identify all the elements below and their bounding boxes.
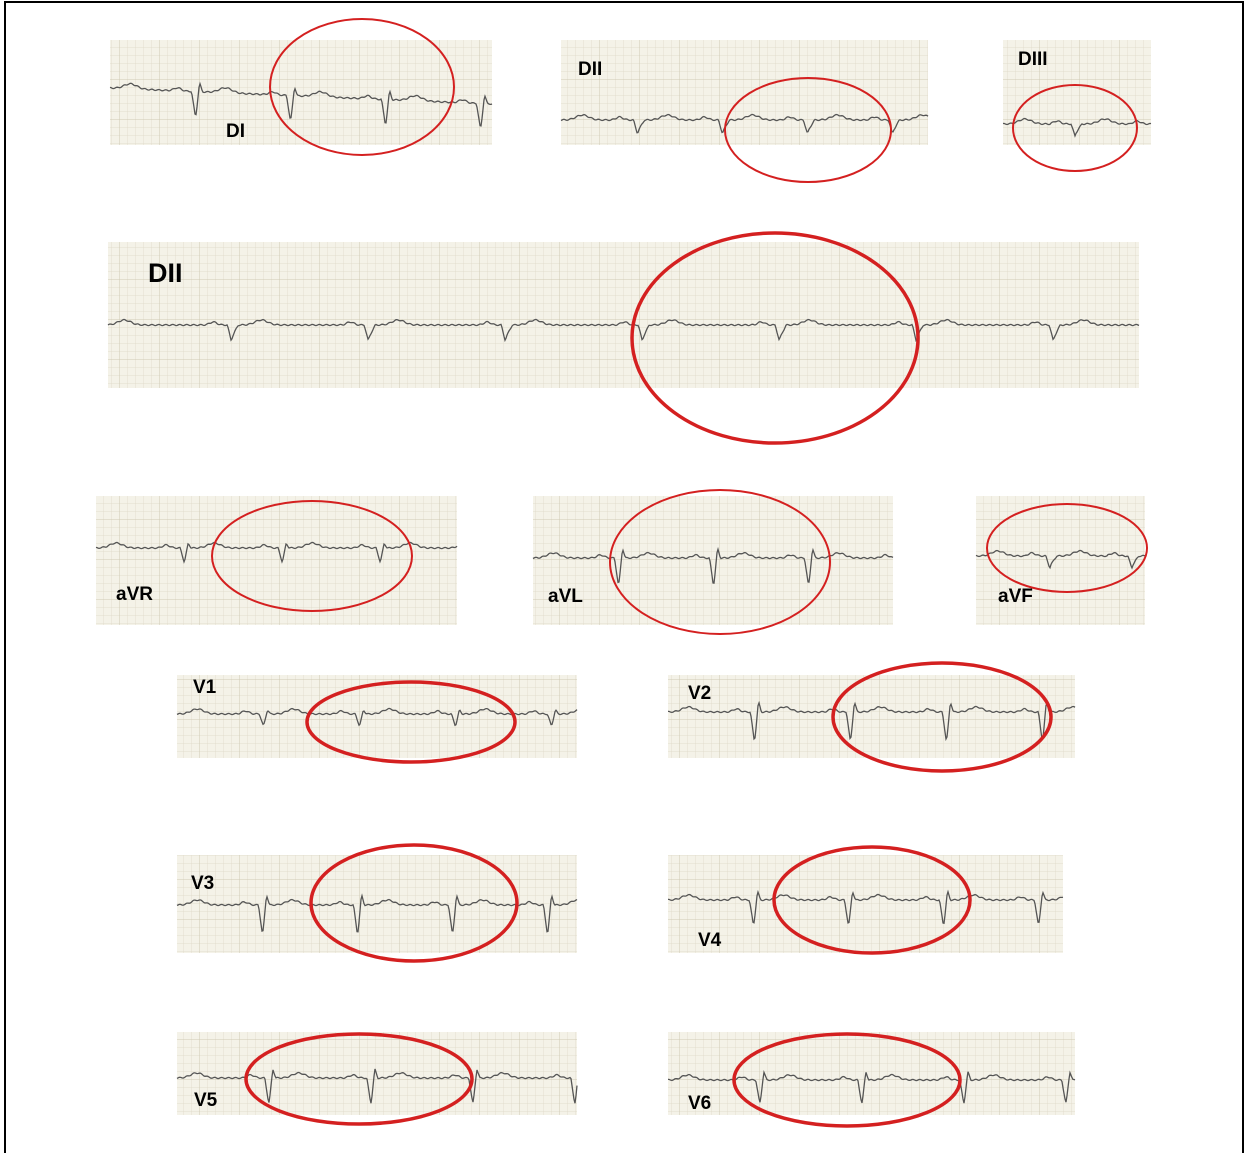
lead-label: V5: [194, 1090, 218, 1111]
lead-label: V4: [698, 930, 722, 951]
lead-label: aVL: [548, 586, 583, 607]
ecg-strip: [533, 496, 893, 625]
ecg-figure: DI DII DIII DII aVR aVL aVF V1 V2 V3 V4 V5 V6: [0, 0, 1246, 1153]
lead-label: V6: [688, 1093, 711, 1114]
lead-label: DI: [226, 121, 245, 142]
lead-label: V2: [688, 683, 711, 704]
ecg-strip: [108, 242, 1139, 388]
ecg-strip: [668, 1032, 1075, 1115]
ecg-strip: [96, 496, 457, 625]
lead-label: DII: [148, 258, 183, 288]
ecg-strip: [177, 675, 577, 758]
lead-label: V3: [191, 873, 214, 894]
ecg-strip: [561, 40, 928, 145]
lead-label: aVF: [998, 586, 1033, 607]
lead-label: DII: [578, 59, 602, 80]
page: DIDIIDIIIDIIaVRaVLaVFV1V2V3V4V5V6 (() =>…: [0, 0, 1246, 1153]
ecg-strip: [668, 855, 1063, 953]
lead-label: DIII: [1018, 49, 1048, 70]
lead-label: aVR: [116, 584, 153, 605]
lead-label: V1: [193, 677, 217, 698]
ecg-strip: [668, 675, 1075, 758]
